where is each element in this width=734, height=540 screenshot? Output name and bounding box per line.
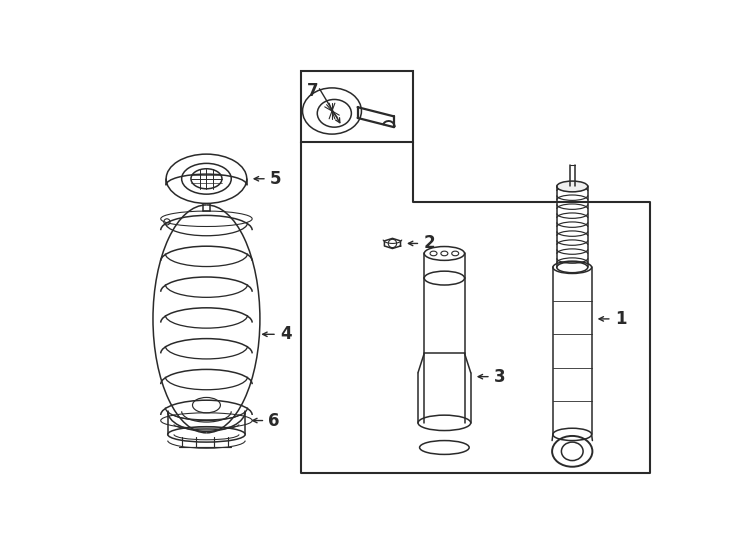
Text: 6: 6 xyxy=(269,411,280,429)
Text: 1: 1 xyxy=(615,310,626,328)
Text: 5: 5 xyxy=(270,170,282,188)
Ellipse shape xyxy=(557,181,588,192)
Text: 3: 3 xyxy=(494,368,506,386)
Bar xyxy=(301,71,413,142)
Text: 7: 7 xyxy=(308,82,319,100)
Text: 2: 2 xyxy=(424,234,435,252)
Text: 4: 4 xyxy=(280,325,291,343)
